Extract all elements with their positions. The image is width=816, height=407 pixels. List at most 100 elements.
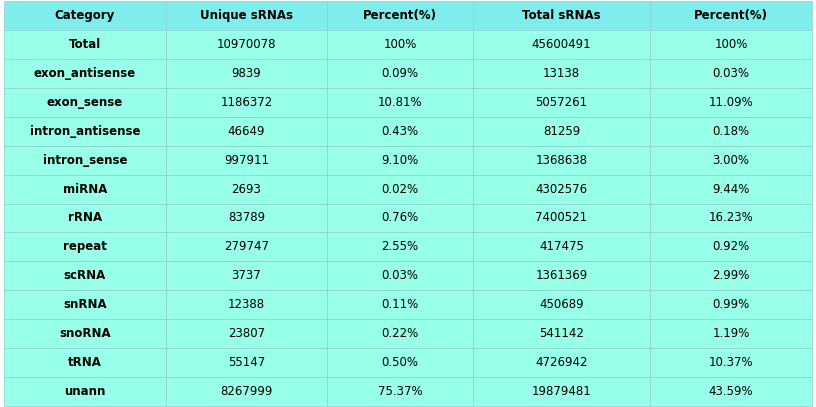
Bar	[166, 175, 327, 204]
Text: 0.09%: 0.09%	[381, 67, 419, 80]
Bar	[327, 117, 472, 146]
Text: 23807: 23807	[228, 327, 265, 340]
Bar	[472, 59, 650, 88]
Text: 3.00%: 3.00%	[712, 154, 750, 166]
Text: Percent(%): Percent(%)	[694, 9, 768, 22]
Bar	[472, 261, 650, 290]
Text: 2.99%: 2.99%	[712, 269, 750, 282]
Text: unann: unann	[64, 385, 105, 398]
Bar	[650, 290, 812, 319]
Bar	[4, 348, 166, 377]
Text: 100%: 100%	[384, 38, 417, 51]
Text: miRNA: miRNA	[63, 183, 107, 195]
Bar	[472, 117, 650, 146]
Bar	[472, 232, 650, 261]
Bar	[472, 1, 650, 30]
Bar	[166, 88, 327, 117]
Bar	[4, 146, 166, 175]
Bar	[166, 30, 327, 59]
Text: 19879481: 19879481	[531, 385, 592, 398]
Text: 12388: 12388	[228, 298, 265, 311]
Text: 83789: 83789	[228, 212, 265, 224]
Text: Total: Total	[69, 38, 101, 51]
Bar	[472, 377, 650, 406]
Bar	[472, 30, 650, 59]
Text: 10.37%: 10.37%	[709, 356, 753, 369]
Bar	[472, 348, 650, 377]
Text: 9839: 9839	[232, 67, 261, 80]
Bar	[650, 30, 812, 59]
Text: 0.11%: 0.11%	[381, 298, 419, 311]
Bar	[166, 319, 327, 348]
Text: Total sRNAs: Total sRNAs	[522, 9, 601, 22]
Bar	[4, 377, 166, 406]
Bar	[4, 30, 166, 59]
Text: 0.50%: 0.50%	[381, 356, 419, 369]
Bar	[327, 1, 472, 30]
Bar	[4, 59, 166, 88]
Text: 11.09%: 11.09%	[709, 96, 753, 109]
Text: snoRNA: snoRNA	[59, 327, 111, 340]
Bar	[650, 261, 812, 290]
Text: exon_sense: exon_sense	[47, 96, 123, 109]
Bar	[166, 117, 327, 146]
Text: scRNA: scRNA	[64, 269, 106, 282]
Bar	[4, 261, 166, 290]
Text: 1186372: 1186372	[220, 96, 273, 109]
Text: 1361369: 1361369	[535, 269, 588, 282]
Text: snRNA: snRNA	[63, 298, 107, 311]
Bar	[650, 1, 812, 30]
Text: 3737: 3737	[232, 269, 261, 282]
Text: 46649: 46649	[228, 125, 265, 138]
Text: 0.99%: 0.99%	[712, 298, 750, 311]
Text: 10.81%: 10.81%	[378, 96, 422, 109]
Text: 55147: 55147	[228, 356, 265, 369]
Bar	[472, 204, 650, 232]
Bar	[166, 290, 327, 319]
Bar	[4, 204, 166, 232]
Text: 541142: 541142	[539, 327, 584, 340]
Bar	[166, 1, 327, 30]
Bar	[650, 59, 812, 88]
Text: 997911: 997911	[224, 154, 269, 166]
Text: 2.55%: 2.55%	[381, 241, 419, 253]
Text: rRNA: rRNA	[68, 212, 102, 224]
Bar	[650, 377, 812, 406]
Bar	[472, 175, 650, 204]
Bar	[650, 348, 812, 377]
Text: Unique sRNAs: Unique sRNAs	[200, 9, 293, 22]
Text: 417475: 417475	[539, 241, 584, 253]
Text: 0.22%: 0.22%	[381, 327, 419, 340]
Bar	[4, 319, 166, 348]
Text: tRNA: tRNA	[68, 356, 102, 369]
Bar	[327, 319, 472, 348]
Text: 7400521: 7400521	[535, 212, 588, 224]
Bar	[4, 175, 166, 204]
Bar	[166, 146, 327, 175]
Bar	[650, 319, 812, 348]
Bar	[166, 232, 327, 261]
Bar	[166, 348, 327, 377]
Bar	[4, 1, 166, 30]
Bar	[327, 30, 472, 59]
Text: 4302576: 4302576	[535, 183, 588, 195]
Bar	[650, 88, 812, 117]
Bar	[472, 290, 650, 319]
Text: 81259: 81259	[543, 125, 580, 138]
Text: 0.92%: 0.92%	[712, 241, 750, 253]
Text: 100%: 100%	[715, 38, 747, 51]
Text: 16.23%: 16.23%	[709, 212, 753, 224]
Text: 9.44%: 9.44%	[712, 183, 750, 195]
Bar	[327, 88, 472, 117]
Text: 1.19%: 1.19%	[712, 327, 750, 340]
Text: 0.18%: 0.18%	[712, 125, 750, 138]
Bar	[327, 261, 472, 290]
Bar	[166, 377, 327, 406]
Text: 0.03%: 0.03%	[381, 269, 419, 282]
Text: repeat: repeat	[63, 241, 107, 253]
Text: 0.43%: 0.43%	[381, 125, 419, 138]
Bar	[327, 348, 472, 377]
Text: 2693: 2693	[232, 183, 261, 195]
Text: 13138: 13138	[543, 67, 580, 80]
Text: intron_antisense: intron_antisense	[29, 125, 140, 138]
